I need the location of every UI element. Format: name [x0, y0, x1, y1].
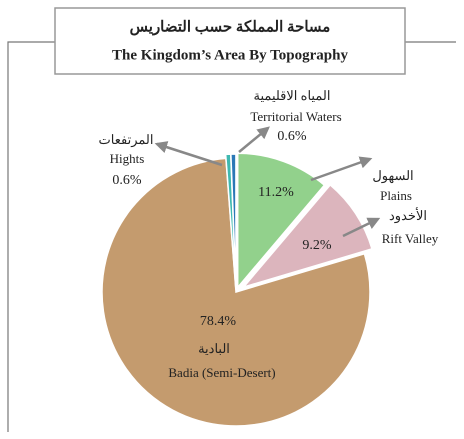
- label-arabic: السهول: [372, 168, 413, 184]
- value-label: 11.2%: [258, 185, 294, 200]
- value-label: 78.4%: [200, 314, 237, 329]
- label-english: Badia (Semi-Desert): [168, 365, 275, 380]
- label-english: Plains: [380, 188, 412, 203]
- label-english: Territorial Waters: [250, 109, 341, 124]
- chart-subtitle: The Kingdom’s Area By Topography: [112, 47, 348, 63]
- title-box: [54, 7, 406, 75]
- label-arabic: البادية: [198, 341, 230, 356]
- value-label: 0.6%: [277, 129, 307, 144]
- value-label: 0.6%: [112, 173, 142, 188]
- leader-arrow: [342, 217, 381, 238]
- leader-arrow: [238, 126, 270, 153]
- chart-title: مساحة المملكة حسب التضاريس: [130, 19, 331, 35]
- label-arabic: المياه الاقليمية: [254, 88, 331, 103]
- pie-slice: [101, 157, 371, 427]
- pie-slice: [241, 183, 373, 289]
- value-label: 9.2%: [302, 238, 332, 253]
- pie-slice: [236, 152, 326, 290]
- label-english: Hights: [110, 151, 145, 166]
- pie-slice: [230, 153, 237, 289]
- frame: [7, 41, 456, 432]
- label-arabic: المرتفعات: [99, 132, 154, 148]
- label-english: Rift Valley: [382, 231, 439, 246]
- leader-arrow: [154, 141, 223, 167]
- leader-arrow: [310, 156, 373, 182]
- label-arabic: الأخدود: [389, 207, 427, 224]
